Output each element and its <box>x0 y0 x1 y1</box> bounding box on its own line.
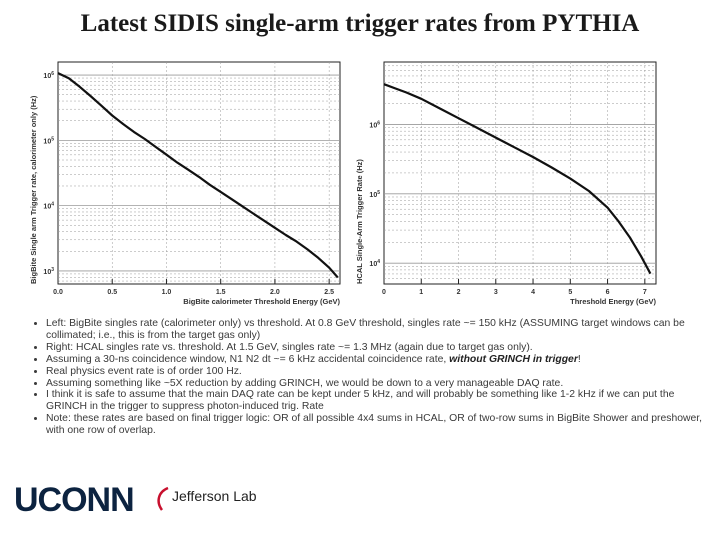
y-tick-label: 104 <box>369 259 380 268</box>
x-tick-label: 0.0 <box>53 289 63 296</box>
page-title: Latest SIDIS single-arm trigger rates fr… <box>80 10 640 37</box>
hcal-rate-chart: 0 1 2 3 4 5 6 7 104 105 106 Threshold Energy (GeV) H… <box>355 61 657 306</box>
bullet-item: Real physics event rate is of order 100 … <box>46 366 706 378</box>
x-tick-label: 1 <box>419 289 423 296</box>
x-tick-label: 2.0 <box>270 289 280 296</box>
x-tick-label: 7 <box>643 289 647 296</box>
y-tick-label: 103 <box>43 267 54 276</box>
x-tick-label: 0.5 <box>107 289 117 296</box>
bullet-item: Right: HCAL singles rate vs. threshold. … <box>46 342 706 354</box>
uconn-logo: UCONN <box>14 481 135 519</box>
bullet-item: Assuming something like ~5X reduction by… <box>46 378 706 390</box>
x-tick-label: 3 <box>494 289 498 296</box>
x-tick-label: 4 <box>531 289 535 296</box>
bullet-item: Assuming a 30-ns coincidence window, N1 … <box>46 354 706 366</box>
x-axis-label: Threshold Energy (GeV) <box>570 297 656 306</box>
x-tick-label: 2 <box>457 289 461 296</box>
plot-frame <box>57 61 341 285</box>
x-tick-label: 2.5 <box>324 289 334 296</box>
jlab-swoosh-icon <box>157 486 169 511</box>
y-axis-label: BigBite Single arm Trigger rate, calorim… <box>29 95 38 284</box>
bullet-item: I think it is safe to assume that the ma… <box>46 389 706 413</box>
rate-series-line <box>57 72 339 279</box>
x-axis-label: BigBite calorimeter Threshold Energy (Ge… <box>183 297 340 306</box>
y-tick-label: 105 <box>43 136 54 145</box>
bigbite-rate-chart: 0.0 0.5 1.0 1.5 2.0 2.5 103 104 105 106 BigBite ca… <box>29 61 341 306</box>
x-tick-label: 1.5 <box>216 289 226 296</box>
y-axis-label: HCAL Single-Arm Trigger Rate (Hz) <box>355 159 364 284</box>
bullet-item: Note: these rates are based on final tri… <box>46 413 706 437</box>
y-tick-label: 105 <box>369 190 380 199</box>
y-tick-label: 104 <box>43 202 54 211</box>
x-tick-label: 6 <box>606 289 610 296</box>
x-tick-label: 1.0 <box>162 289 172 296</box>
rate-series-line <box>383 83 652 275</box>
bullet-item: Left: BigBite singles rate (calorimeter … <box>46 318 706 342</box>
notes-list: Left: BigBite singles rate (calorimeter … <box>28 318 706 437</box>
x-tick-label: 0 <box>382 289 386 296</box>
emphasis-text: without GRINCH in trigger <box>449 353 578 365</box>
jefferson-lab-logo: Jefferson Lab <box>154 486 284 512</box>
y-tick-label: 106 <box>43 71 54 80</box>
y-tick-label: 106 <box>369 120 380 129</box>
x-tick-label: 5 <box>568 289 572 296</box>
jlab-logo-text: Jefferson Lab <box>172 488 257 504</box>
